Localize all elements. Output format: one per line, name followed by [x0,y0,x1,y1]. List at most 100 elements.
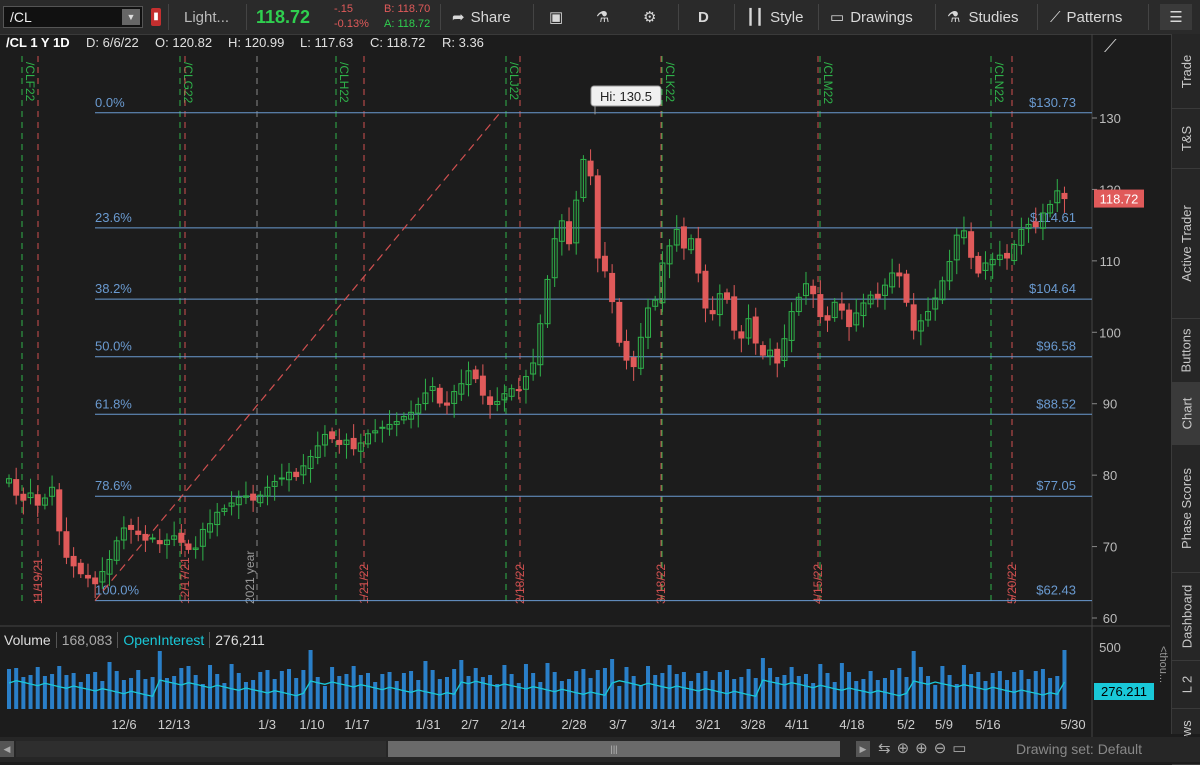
candle[interactable] [365,433,371,445]
candle[interactable] [759,345,766,356]
sidebar-tab-t-s[interactable]: T&S [1172,108,1200,169]
gear-icon[interactable]: ⚙ [643,9,657,26]
candle[interactable] [946,261,953,282]
candle[interactable] [817,294,824,318]
candle[interactable] [472,369,479,380]
candle[interactable] [508,388,515,397]
candle[interactable] [479,375,486,396]
price-chart[interactable]: /CLF22/CLG22/CLH22/CLJ22/CLK22/CLM22/CLN… [0,34,1170,737]
candle[interactable] [630,357,637,368]
candle[interactable] [185,543,192,550]
candle[interactable] [788,311,795,341]
sidebar-tab-l-2[interactable]: L 2 [1172,660,1200,709]
candle[interactable] [975,255,982,274]
candle[interactable] [637,336,644,369]
candle[interactable] [652,299,659,307]
candle[interactable] [408,411,415,420]
candle[interactable] [982,262,989,271]
candle[interactable] [824,315,831,321]
candle[interactable] [436,387,443,404]
candle[interactable] [113,540,120,561]
studies-button[interactable]: ⚗ Studies [947,0,1019,34]
flask-icon[interactable]: ⚗ [596,9,610,26]
candle[interactable] [6,478,12,484]
candle[interactable] [953,234,960,261]
candle[interactable] [228,502,235,507]
candle[interactable] [731,296,738,331]
candle[interactable] [451,391,458,404]
candle[interactable] [41,497,48,506]
fib-trend-line[interactable] [94,112,501,602]
candle[interactable] [357,442,364,452]
candle[interactable] [13,479,20,496]
candle[interactable] [802,283,809,297]
candle[interactable] [881,284,888,296]
candle[interactable] [235,496,242,506]
candle[interactable] [70,555,77,567]
candle[interactable] [752,316,759,344]
scroll-thumb[interactable]: ||| [388,741,840,757]
candle[interactable] [343,439,350,445]
candle[interactable] [659,262,666,304]
candle[interactable] [795,296,802,313]
candle[interactable] [171,535,178,540]
candle[interactable] [27,492,34,499]
candle[interactable] [601,255,608,272]
sidebar-tab-active-trader[interactable]: Active Trader [1172,168,1200,319]
candle[interactable] [429,386,436,391]
candle[interactable] [645,307,652,338]
candle[interactable] [724,292,730,300]
candle[interactable] [745,318,752,339]
candle[interactable] [558,220,565,242]
snapshot-icon[interactable]: ▣ [549,9,564,26]
candle[interactable] [968,231,975,258]
candle[interactable] [321,433,328,446]
candle[interactable] [49,486,56,497]
scroll-right-icon[interactable]: ▶ [856,741,870,757]
scroll-left-icon[interactable]: ◀ [0,741,14,757]
candle[interactable] [501,393,508,401]
scroll-track[interactable] [16,741,386,757]
candle[interactable] [221,508,228,512]
sidebar-tab-buttons[interactable]: Buttons [1172,318,1200,383]
candle[interactable] [106,558,113,575]
candle[interactable] [896,272,903,277]
candle[interactable] [774,348,781,364]
candle[interactable] [314,445,321,458]
candle[interactable] [178,532,185,543]
candle[interactable] [831,301,838,319]
candle[interactable] [372,430,379,434]
candle[interactable] [810,285,817,295]
candle[interactable] [214,511,221,526]
layout-button[interactable]: Light... [184,8,230,26]
candle[interactable] [903,273,910,303]
candle[interactable] [989,258,996,266]
candle[interactable] [867,294,874,305]
candle[interactable] [917,320,924,332]
symbol-input[interactable]: /CL ▼ [3,6,143,28]
candle[interactable] [300,465,307,476]
candle[interactable] [149,537,156,540]
candle[interactable] [99,571,106,583]
candle[interactable] [1018,228,1025,246]
candle[interactable] [551,238,558,279]
candle[interactable] [738,331,745,339]
chevron-down-icon[interactable]: ▼ [122,9,140,25]
candle[interactable] [925,311,932,321]
drawings-button[interactable]: ▭ Drawings [830,0,913,34]
candle[interactable] [250,493,257,501]
candle[interactable] [135,530,142,535]
candle[interactable] [494,401,501,405]
candle[interactable] [537,323,544,366]
candle[interactable] [257,494,264,504]
candle[interactable] [278,477,285,480]
zoom-controls[interactable]: ⇆⊕⊕⊖▭ [878,740,973,757]
candle[interactable] [688,238,695,251]
candle[interactable] [142,533,149,541]
candle[interactable] [781,338,788,361]
candle[interactable] [84,574,91,579]
candle[interactable] [207,523,214,533]
candle[interactable] [616,301,623,343]
candle[interactable] [695,238,702,274]
candle[interactable] [594,175,601,259]
